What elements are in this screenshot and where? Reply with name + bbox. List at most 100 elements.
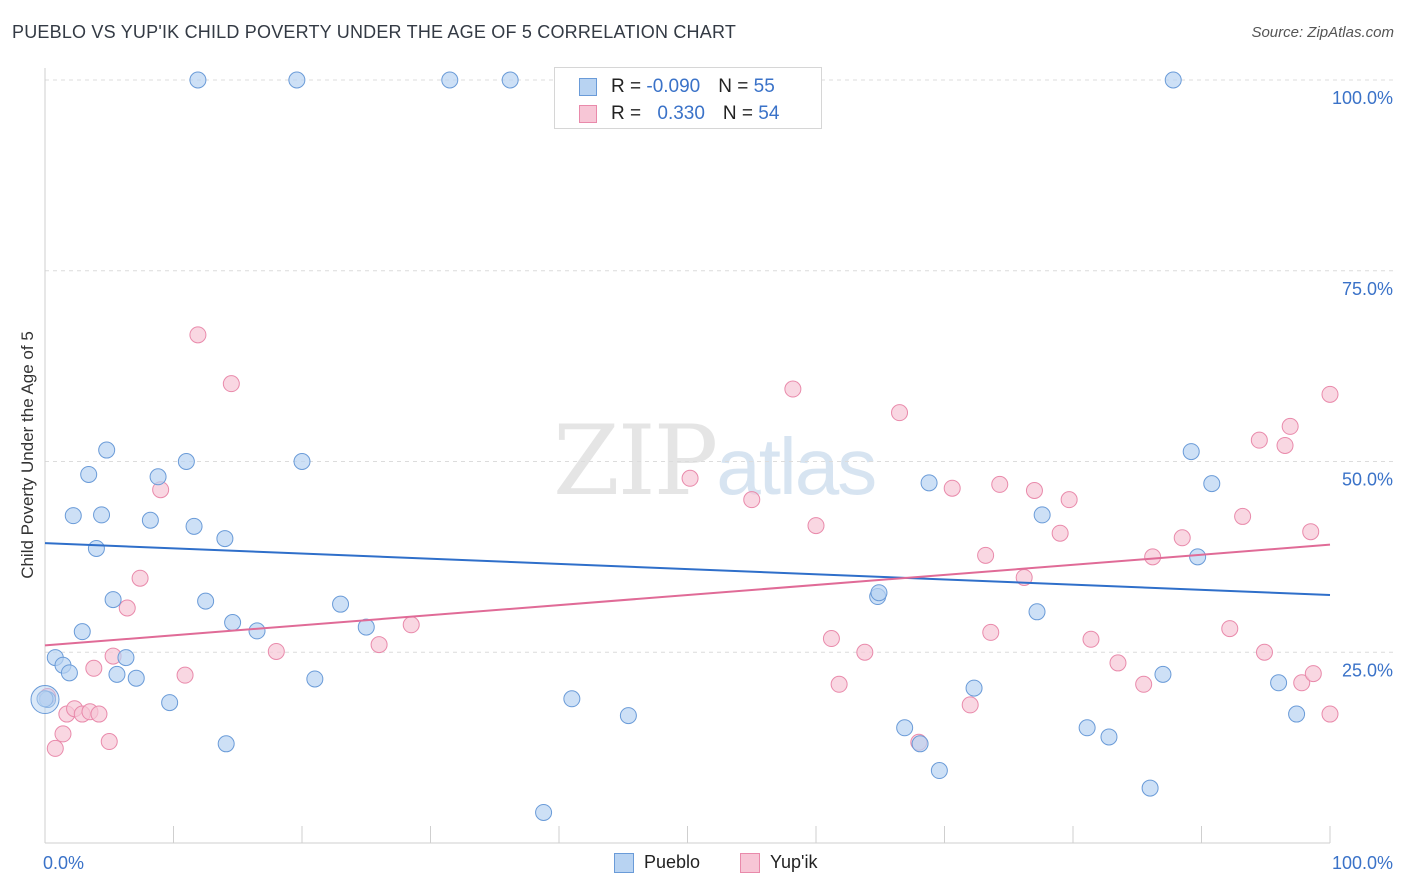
yupik-point xyxy=(54,725,72,743)
pueblo-point xyxy=(293,453,311,470)
r-label: R = xyxy=(611,76,647,97)
yupik-point xyxy=(189,326,207,344)
pueblo-point xyxy=(870,584,888,602)
pueblo-point xyxy=(535,803,553,821)
yupik-point xyxy=(1293,674,1311,692)
yupik-point xyxy=(176,666,194,684)
n-label: N = xyxy=(718,76,754,97)
yupik-point xyxy=(1051,524,1069,542)
pueblo-point xyxy=(73,623,91,641)
yupik-point xyxy=(822,630,840,648)
yupik-point xyxy=(1321,705,1339,723)
trend-lines xyxy=(44,542,1331,647)
pueblo-point xyxy=(357,618,375,636)
pueblo-point xyxy=(177,453,195,470)
yupik-point xyxy=(1135,675,1153,693)
yupik-point xyxy=(85,659,103,677)
yupik-point xyxy=(977,546,995,564)
yupik-point xyxy=(943,479,961,497)
yupik-point xyxy=(100,733,118,751)
yupik-point xyxy=(784,380,802,398)
yupik-point xyxy=(1025,481,1043,499)
n-value-yupik: 54 xyxy=(758,103,780,124)
r-value-yupik: 0.330 xyxy=(657,103,705,124)
pueblo-point xyxy=(1033,506,1051,524)
pueblo-point xyxy=(1182,443,1200,461)
yupik-point xyxy=(1173,529,1191,547)
pueblo-point xyxy=(288,71,306,89)
pueblo-point xyxy=(117,649,135,667)
pueblo-point xyxy=(141,511,159,529)
pueblo-point xyxy=(1164,71,1182,89)
pueblo-point xyxy=(306,670,324,688)
yupik-point xyxy=(1281,417,1299,435)
r-value-pueblo: -0.090 xyxy=(646,76,701,97)
pueblo-point xyxy=(896,719,914,737)
yupik-point xyxy=(131,569,149,587)
pueblo-point xyxy=(1100,728,1118,746)
yupik-point xyxy=(1060,491,1078,509)
watermark-zip: ZIP xyxy=(553,405,718,517)
pueblo-point xyxy=(248,622,266,640)
pueblo-point xyxy=(1078,719,1096,737)
pueblo-point xyxy=(127,669,145,687)
pueblo-swatch xyxy=(579,78,597,96)
n-label: N = xyxy=(722,103,759,124)
pueblo-point xyxy=(149,468,167,486)
pueblo-point xyxy=(1189,548,1207,566)
pueblo-point xyxy=(224,613,242,631)
x-tick-label-min: 0.0% xyxy=(43,853,84,873)
pueblo-point xyxy=(920,474,938,492)
yupik-point xyxy=(118,599,136,617)
grid-lines xyxy=(45,79,1395,653)
yupik-point xyxy=(1109,654,1127,672)
pueblo-points xyxy=(30,71,1306,821)
pueblo-point xyxy=(1203,475,1221,493)
pueblo-point xyxy=(87,539,105,557)
pueblo-point xyxy=(80,465,98,483)
pueblo-point-large xyxy=(30,685,60,715)
r-label: R = xyxy=(611,103,647,124)
yupik-point xyxy=(681,469,699,487)
y-tick-label: 75.0% xyxy=(1342,279,1393,299)
pueblo-point xyxy=(217,735,235,753)
yupik-point xyxy=(1234,507,1252,525)
yupik-point xyxy=(1304,665,1322,683)
pueblo-point xyxy=(1270,674,1288,692)
pueblo-point xyxy=(161,694,179,712)
yupik-point xyxy=(46,739,64,757)
y-tick-label: 25.0% xyxy=(1342,660,1393,680)
pueblo-point xyxy=(1154,665,1172,683)
yupik-point xyxy=(961,696,979,714)
chart-title: PUEBLO VS YUP'IK CHILD POVERTY UNDER THE… xyxy=(12,22,737,42)
pueblo-trend-line xyxy=(44,542,1331,597)
pueblo-point xyxy=(930,762,948,780)
yupik-point xyxy=(1082,630,1100,648)
yupik-point xyxy=(1321,385,1339,403)
pueblo-point xyxy=(189,71,207,89)
pueblo-point xyxy=(185,517,203,535)
pueblo-point xyxy=(216,530,234,548)
pueblo-point xyxy=(60,664,78,682)
stats-legend: R = -0.090 N = 55 R = 0.330 N = 54 xyxy=(554,67,822,129)
yupik-point xyxy=(370,636,388,654)
yupik-point xyxy=(830,675,848,693)
yupik-point xyxy=(1144,548,1162,566)
yupik-point xyxy=(402,616,420,634)
pueblo-point xyxy=(104,591,122,609)
pueblo-legend-label: Pueblo xyxy=(644,852,701,872)
yupik-point xyxy=(1250,431,1268,449)
legend-row-yupik-text: R = 0.330 N = 54 xyxy=(611,103,779,125)
pueblo-point xyxy=(965,679,983,697)
yupik-point xyxy=(1302,523,1320,541)
pueblo-point xyxy=(1141,779,1159,797)
watermark: ZIPatlas xyxy=(553,405,877,517)
pueblo-point xyxy=(98,441,116,459)
pueblo-point xyxy=(1028,603,1046,621)
yupik-point xyxy=(90,705,108,723)
pueblo-point xyxy=(93,506,111,524)
yupik-point xyxy=(856,643,874,661)
yupik-point xyxy=(1255,643,1273,661)
yupik-point xyxy=(267,642,285,660)
